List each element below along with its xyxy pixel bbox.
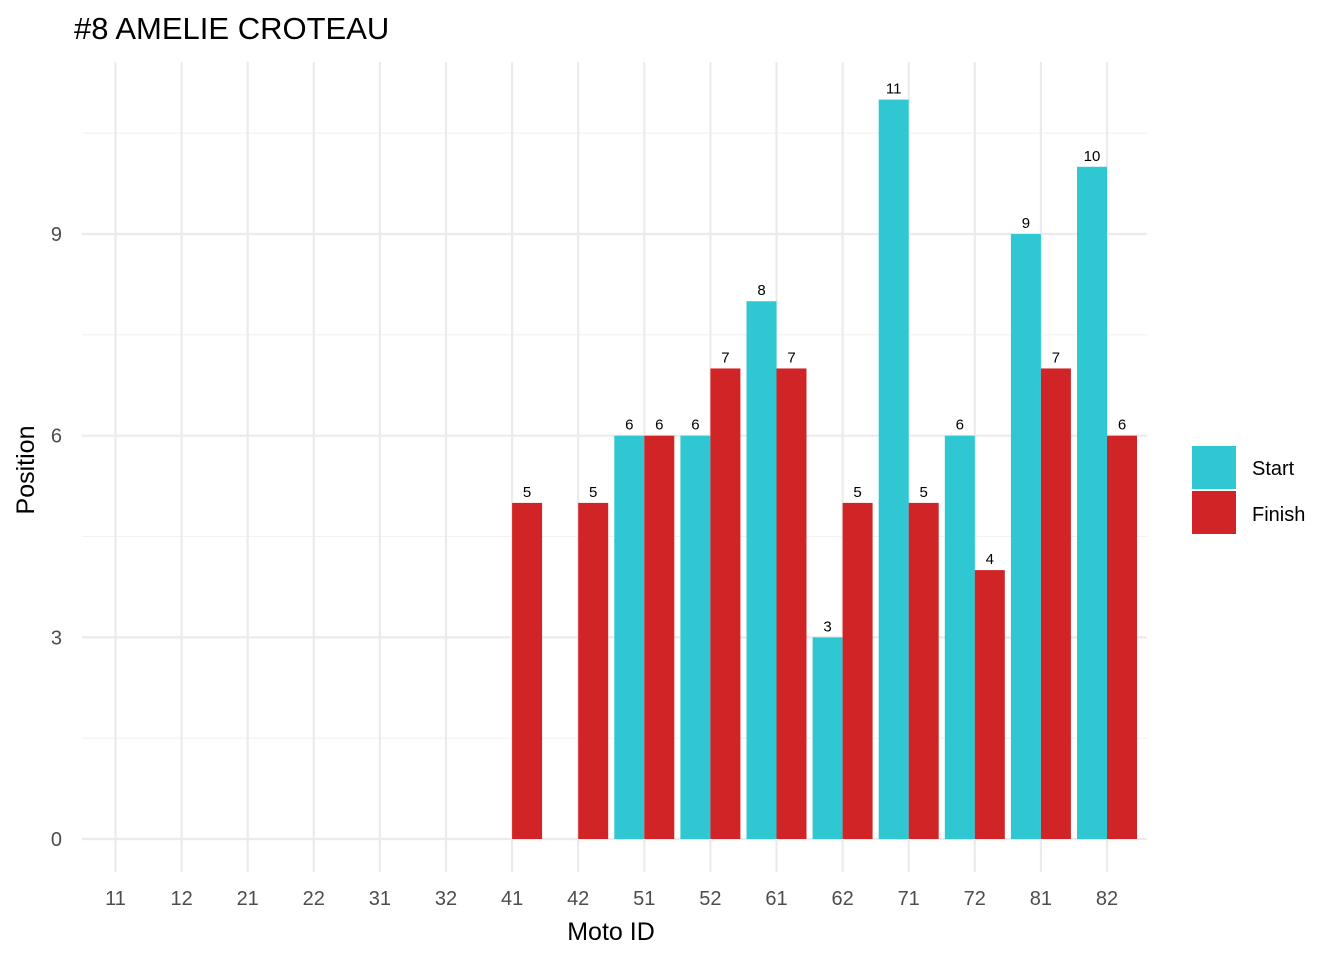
x-tick-label: 62	[831, 888, 853, 910]
bar-finish-81	[1040, 368, 1071, 839]
bar-finish-52	[710, 368, 741, 839]
x-tick-label: 71	[898, 888, 920, 910]
x-tick-label: 31	[369, 888, 391, 910]
y-tick-label: 3	[51, 627, 62, 649]
data-label-start-61: 8	[757, 282, 765, 299]
bars	[512, 99, 1137, 840]
bar-finish-62	[842, 502, 873, 839]
legend-swatch-start	[1192, 446, 1236, 489]
chart-title: #8 AMELIE CROTEAU	[74, 11, 389, 46]
legend: Start Finish	[1192, 446, 1305, 534]
y-tick-label: 0	[51, 829, 62, 851]
data-labels: 6 6 8 3 11 6 9 10 5 5 6 7 7 5 5 4 7 6	[523, 81, 1126, 636]
data-label-start-82: 10	[1084, 148, 1101, 165]
data-label-start-71: 11	[886, 81, 902, 98]
bar-start-51	[614, 435, 645, 839]
bar-start-61	[746, 301, 777, 839]
bar-start-82	[1077, 166, 1107, 840]
bar-finish-42	[578, 502, 609, 839]
data-label-finish-72: 4	[986, 551, 994, 568]
data-label-start-51: 6	[625, 417, 633, 434]
bar-start-81	[1010, 234, 1041, 839]
x-tick-label: 82	[1096, 888, 1118, 910]
x-tick-label: 51	[633, 888, 655, 910]
data-label-finish-82: 6	[1118, 417, 1126, 434]
bar-start-72	[944, 435, 975, 839]
y-axis-ticks: 0 3 6 9	[51, 224, 62, 851]
data-label-finish-51: 6	[655, 417, 663, 434]
data-label-start-62: 3	[823, 618, 831, 635]
data-label-start-52: 6	[691, 417, 699, 434]
data-label-finish-41: 5	[523, 484, 531, 501]
bar-finish-61	[776, 368, 807, 839]
data-label-finish-42: 5	[589, 484, 597, 501]
legend-label-finish: Finish	[1252, 504, 1305, 526]
x-tick-label: 52	[699, 888, 721, 910]
y-tick-label: 9	[51, 224, 62, 246]
bar-finish-71	[908, 502, 939, 839]
y-tick-label: 6	[51, 426, 62, 448]
y-axis-title: Position	[12, 426, 40, 515]
x-tick-label: 21	[237, 888, 259, 910]
bar-finish-51	[644, 435, 675, 839]
x-tick-label: 41	[501, 888, 523, 910]
data-label-finish-81: 7	[1052, 349, 1060, 366]
x-tick-label: 81	[1030, 888, 1052, 910]
x-tick-label: 11	[105, 888, 126, 910]
x-tick-label: 42	[567, 888, 589, 910]
bar-finish-72	[974, 570, 1005, 839]
bar-start-71	[878, 99, 909, 839]
data-label-start-72: 6	[956, 417, 964, 434]
x-tick-label: 22	[303, 888, 325, 910]
legend-label-start: Start	[1252, 458, 1295, 480]
x-axis-ticks: 11 12 21 22 31 32 41 42 51 52 61 62 71 72 81 82	[105, 888, 1118, 910]
bar-finish-82	[1107, 435, 1137, 839]
data-label-finish-62: 5	[853, 484, 861, 501]
data-label-finish-71: 5	[920, 484, 928, 501]
data-label-finish-61: 7	[787, 349, 795, 366]
legend-swatch-finish	[1192, 491, 1236, 534]
x-axis-title: Moto ID	[567, 918, 655, 946]
bar-start-62	[812, 637, 843, 839]
x-tick-label: 72	[964, 888, 986, 910]
x-tick-label: 12	[170, 888, 192, 910]
data-label-finish-52: 7	[721, 349, 729, 366]
bar-start-52	[680, 435, 711, 839]
x-tick-label: 32	[435, 888, 457, 910]
x-tick-label: 61	[765, 888, 787, 910]
bar-finish-41	[512, 502, 543, 839]
data-label-start-81: 9	[1022, 215, 1030, 232]
